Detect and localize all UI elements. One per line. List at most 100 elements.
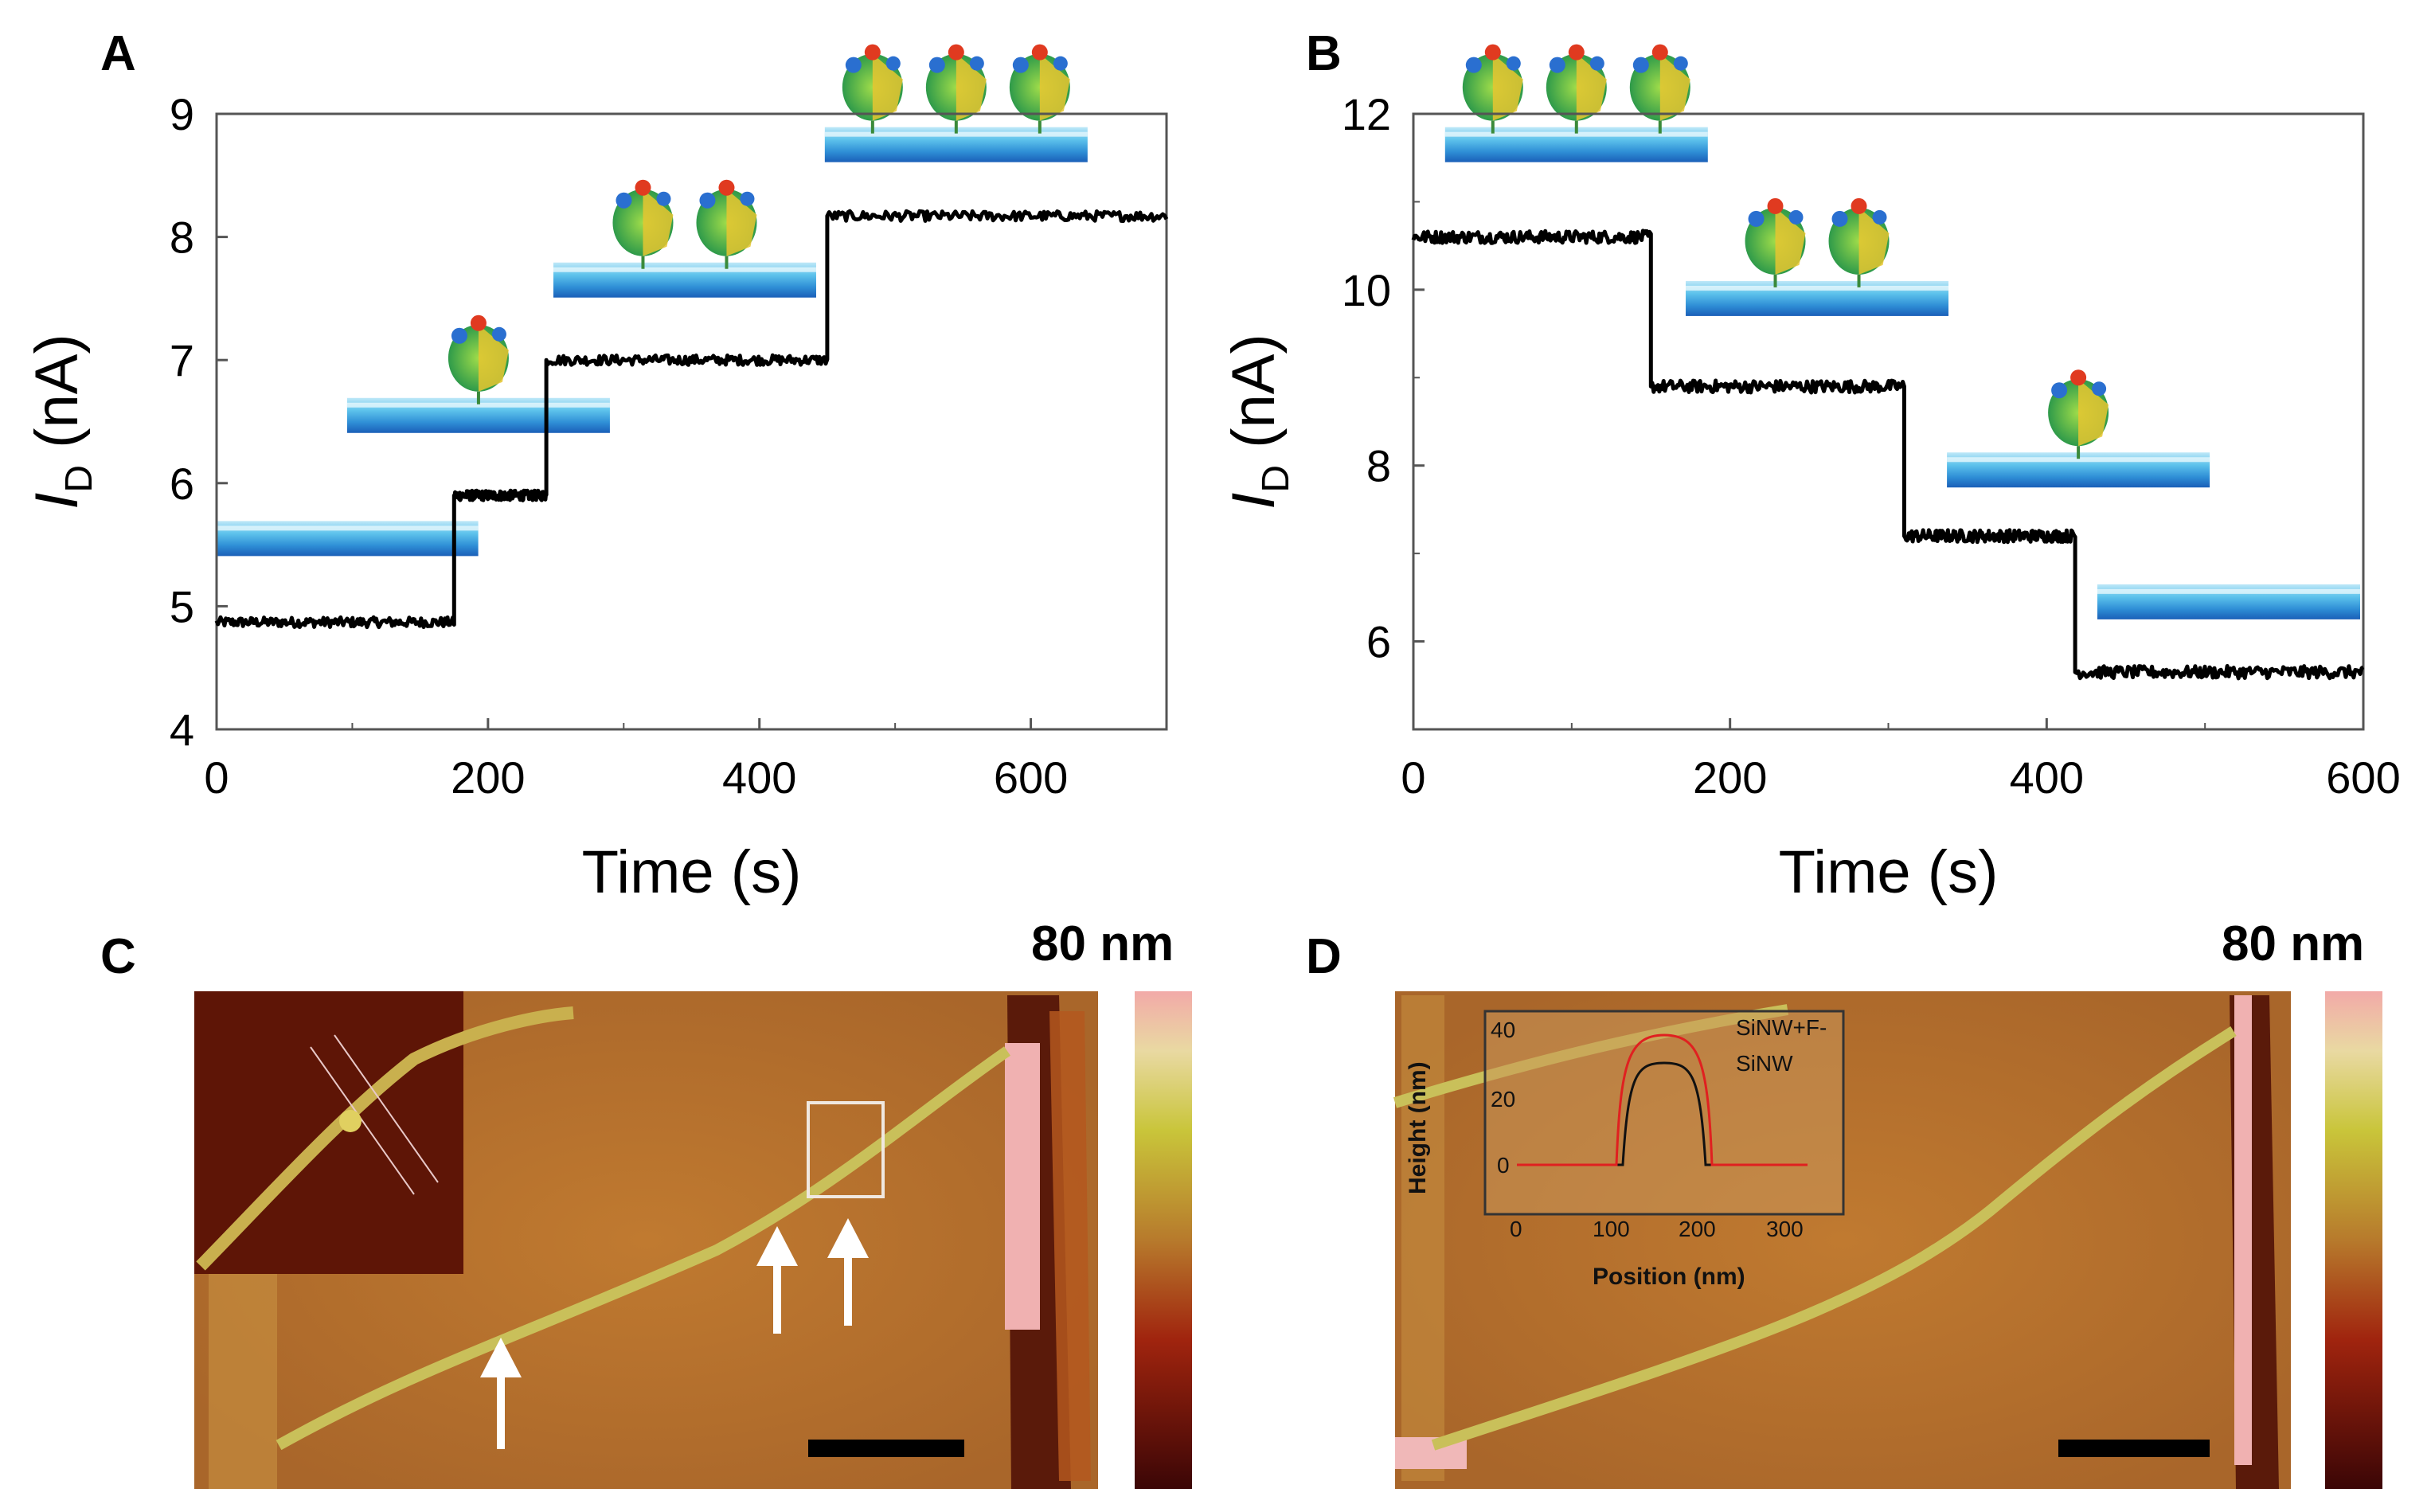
panel-c: C 80 nm	[100, 916, 1192, 1489]
inset-line-c-1	[310, 1046, 415, 1195]
nanowire-annotation-B-0	[1444, 44, 1708, 162]
protein-blue-domain	[1831, 210, 1848, 227]
protein-red-domain	[1568, 44, 1585, 61]
y-tick-label-A-4: 8	[170, 213, 194, 263]
protein-red-domain	[1651, 44, 1668, 61]
protein-side	[1039, 53, 1070, 121]
protein-blue-domain	[656, 191, 671, 206]
protein-side	[1576, 53, 1607, 121]
zoom-box-c	[807, 1101, 885, 1198]
y-tick-label-A-1: 5	[170, 581, 194, 631]
arrow-c-1	[480, 1338, 522, 1449]
protein-red-domain	[718, 179, 735, 196]
x-axis-label-A: Time (s)	[582, 838, 802, 906]
y-tick-label-B-2: 10	[1342, 265, 1391, 315]
panel-b-annotations	[1444, 44, 2360, 619]
y-axis-label-main-B: I	[1220, 493, 1288, 510]
x-tick-label-B-0: 0	[1401, 752, 1425, 803]
plot-frame-A	[215, 112, 1168, 731]
protein-side	[1492, 53, 1523, 121]
inset-xtick-200: 200	[1679, 1217, 1716, 1241]
protein-red-domain	[864, 44, 881, 61]
inset-protein-c	[339, 1110, 362, 1132]
protein-blue-domain	[1748, 210, 1765, 227]
panel-a-annotations	[215, 44, 1088, 557]
y-axis-label-sub-B: D	[1255, 465, 1297, 493]
arrow-c-2	[756, 1226, 798, 1334]
y-tick-label-A-5: 9	[170, 89, 194, 139]
protein-blue-domain	[1053, 56, 1068, 71]
panel-d: D 80 nm SiNW+F- SiNW 40 20 0 0 100 200 3…	[1306, 916, 2382, 1489]
nanowire-c	[276, 1046, 1010, 1451]
x-tick-label-B-3: 600	[2326, 752, 2400, 803]
color-scale-d	[2325, 991, 2382, 1489]
electrode-highlight-d	[2234, 995, 2252, 1465]
protein-red-domain	[1484, 44, 1501, 61]
inset-legend-2: SiNW	[1736, 1051, 1793, 1076]
electrode-edge-c	[1049, 1011, 1091, 1481]
current-trace-B	[1411, 229, 2365, 681]
arrow-c-3	[827, 1218, 869, 1326]
protein-side	[956, 53, 987, 121]
y-axis-label-main-A: I	[23, 493, 91, 510]
inset-ytick-40: 40	[1491, 1018, 1515, 1042]
nanowire-annotation-B-1	[1686, 197, 1949, 316]
protein-blue-domain	[1506, 56, 1521, 71]
protein-blue-domain	[451, 327, 467, 344]
protein-blue-domain	[1788, 209, 1804, 225]
profile-sinw	[1517, 1061, 1808, 1166]
inset-ytick-20: 20	[1491, 1087, 1515, 1112]
protein-red-domain	[470, 315, 487, 331]
protein-red-domain	[1031, 44, 1048, 61]
protein-blue-domain	[845, 57, 862, 73]
electrode-highlight-c	[1005, 1043, 1040, 1330]
panel-a-plot: 0 200 400 600 4 5 6 7 8 9 Time (s) ID (nA)	[23, 89, 1169, 906]
protein-blue-domain	[2051, 382, 2068, 399]
protein-red-domain	[635, 179, 651, 196]
inset-xtick-0: 0	[1510, 1217, 1522, 1241]
y-axis-label-A: ID (nA)	[23, 334, 100, 510]
current-trace-A	[214, 209, 1169, 630]
color-scale-c	[1135, 991, 1192, 1489]
protein-blue-domain	[740, 191, 755, 206]
protein-red-domain	[1767, 197, 1784, 214]
nanowire-highlight	[824, 131, 1088, 137]
x-tick-label-A-3: 600	[994, 752, 1068, 803]
nanowire-d	[1431, 1026, 2237, 1451]
protein-blue-domain	[1632, 57, 1649, 73]
protein-side	[1659, 53, 1690, 121]
y-axis-label-unit-A: (nA)	[23, 334, 91, 465]
y-axis-label-B: ID (nA)	[1220, 334, 1297, 510]
protein-icon	[1009, 44, 1070, 134]
panel-c-letter: C	[100, 929, 136, 984]
protein-red-domain	[2070, 369, 2087, 386]
panel-a: A 0 200 400 600 4 5 6 7 8 9 Time (s) ID (nA)	[23, 26, 1169, 906]
nanowire-annotation-A-3	[824, 44, 1088, 162]
protein-icon	[1745, 197, 1806, 287]
scale-bar-d	[2058, 1440, 2210, 1457]
nanowire-highlight	[1686, 285, 1949, 291]
x-tick-label-A-2: 400	[722, 752, 796, 803]
nanowire-annotation-A-1	[346, 315, 610, 433]
protein-blue-domain	[491, 326, 506, 342]
plot-frame-B	[1412, 112, 2365, 731]
panel-c-scale-label: 80 nm	[1031, 916, 1174, 971]
y-tick-label-A-2: 6	[170, 459, 194, 509]
inset-d-frame	[1483, 1010, 1845, 1216]
protein-blue-domain	[2092, 381, 2107, 397]
protein-side	[478, 324, 509, 392]
nanowire-highlight	[1444, 131, 1708, 137]
protein-icon	[696, 179, 757, 269]
protein-side	[1775, 207, 1806, 275]
nanowire-highlight	[346, 402, 610, 408]
protein-icon	[2048, 369, 2109, 459]
protein-icon	[1828, 197, 1890, 287]
x-tick-label-A-1: 200	[451, 752, 525, 803]
electrode-left-c	[209, 1274, 277, 1489]
y-axis-label-sub-A: D	[58, 465, 100, 493]
protein-icon	[925, 44, 987, 134]
nanowire-highlight	[1947, 457, 2210, 463]
protein-blue-domain	[1673, 56, 1688, 71]
x-tick-label-B-1: 200	[1693, 752, 1767, 803]
